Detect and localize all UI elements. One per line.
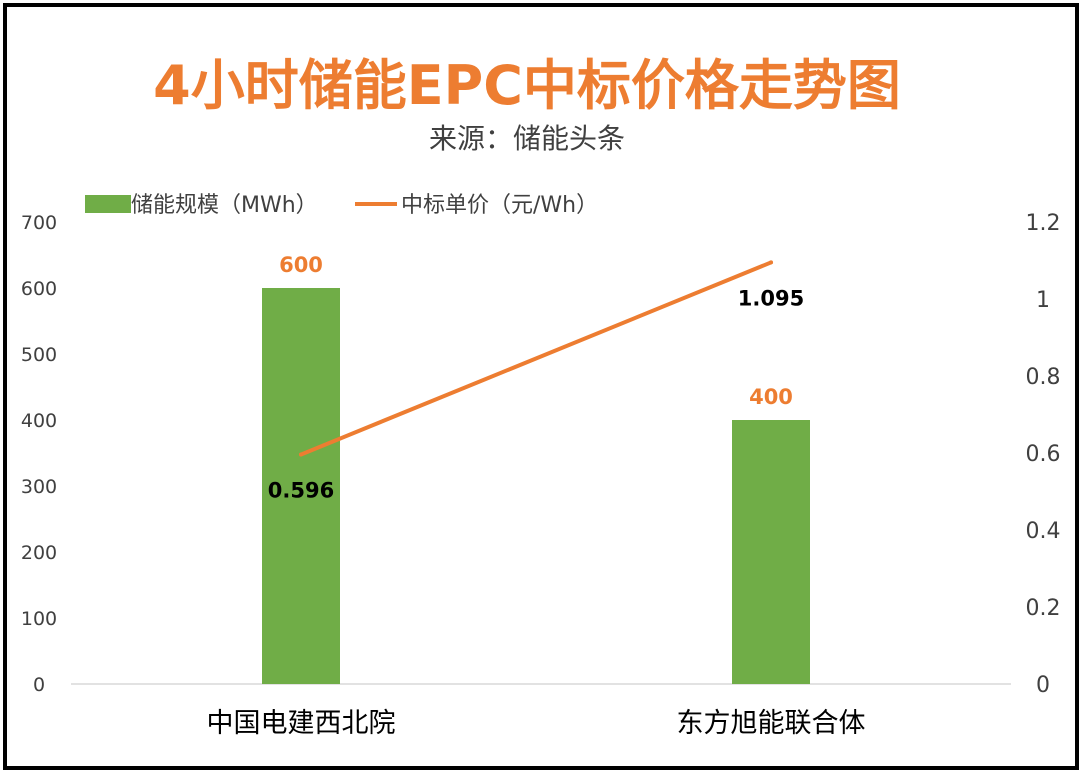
chart-title: 4小时储能EPC中标价格走势图 xyxy=(153,54,901,117)
x-axis: 中国电建西北院 东方旭能联合体 xyxy=(207,708,866,739)
line-point xyxy=(299,452,303,457)
legend-line-label: 中标单价（元/Wh） xyxy=(401,193,598,218)
y-left-tick-label: 0 xyxy=(33,674,45,696)
line-path xyxy=(299,260,773,457)
chart-frame: 4小时储能EPC中标价格走势图 来源：储能头条 储能规模（MWh） 中标单价（元… xyxy=(3,3,1079,770)
y-right-tick-label: 0.8 xyxy=(1026,365,1061,390)
y-left-tick-label: 600 xyxy=(21,278,57,300)
legend-bar-swatch xyxy=(85,195,131,213)
y-left-tick-label: 300 xyxy=(21,476,57,498)
y-right-tick-label: 0.2 xyxy=(1026,596,1061,621)
y-right-axis: 0 0.2 0.4 0.6 0.8 1 1.2 xyxy=(1026,211,1061,698)
x-tick-label: 中国电建西北院 xyxy=(207,708,396,739)
y-left-tick-label: 200 xyxy=(21,542,57,564)
y-left-tick-label: 100 xyxy=(21,608,57,630)
legend-bar-label: 储能规模（MWh） xyxy=(131,193,318,218)
y-left-tick-label: 700 xyxy=(21,212,57,234)
chart-subtitle: 来源：储能头条 xyxy=(429,122,625,155)
y-left-tick-label: 500 xyxy=(21,344,57,366)
line-point xyxy=(769,260,773,265)
bar xyxy=(732,420,810,684)
y-right-tick-label: 0.6 xyxy=(1026,442,1061,467)
y-right-tick-label: 1 xyxy=(1036,288,1050,313)
y-left-axis: 0 100 200 300 400 500 600 700 xyxy=(21,212,57,696)
y-left-tick-label: 400 xyxy=(21,410,57,432)
y-right-tick-label: 0.4 xyxy=(1026,519,1061,544)
y-right-tick-label: 1.2 xyxy=(1026,211,1061,236)
bar xyxy=(262,288,340,684)
line-series: 0.596 1.095 xyxy=(268,260,804,503)
bar-data-label: 400 xyxy=(749,385,793,409)
chart: 4小时储能EPC中标价格走势图 来源：储能头条 储能规模（MWh） 中标单价（元… xyxy=(21,54,1061,739)
x-tick-label: 东方旭能联合体 xyxy=(677,708,866,739)
y-right-tick-label: 0 xyxy=(1036,673,1050,698)
legend: 储能规模（MWh） 中标单价（元/Wh） xyxy=(85,193,598,218)
line-data-label: 0.596 xyxy=(268,479,334,503)
bar-series: 600 400 xyxy=(262,253,810,684)
bar-data-label: 600 xyxy=(279,253,323,277)
line-data-label: 1.095 xyxy=(738,286,804,310)
